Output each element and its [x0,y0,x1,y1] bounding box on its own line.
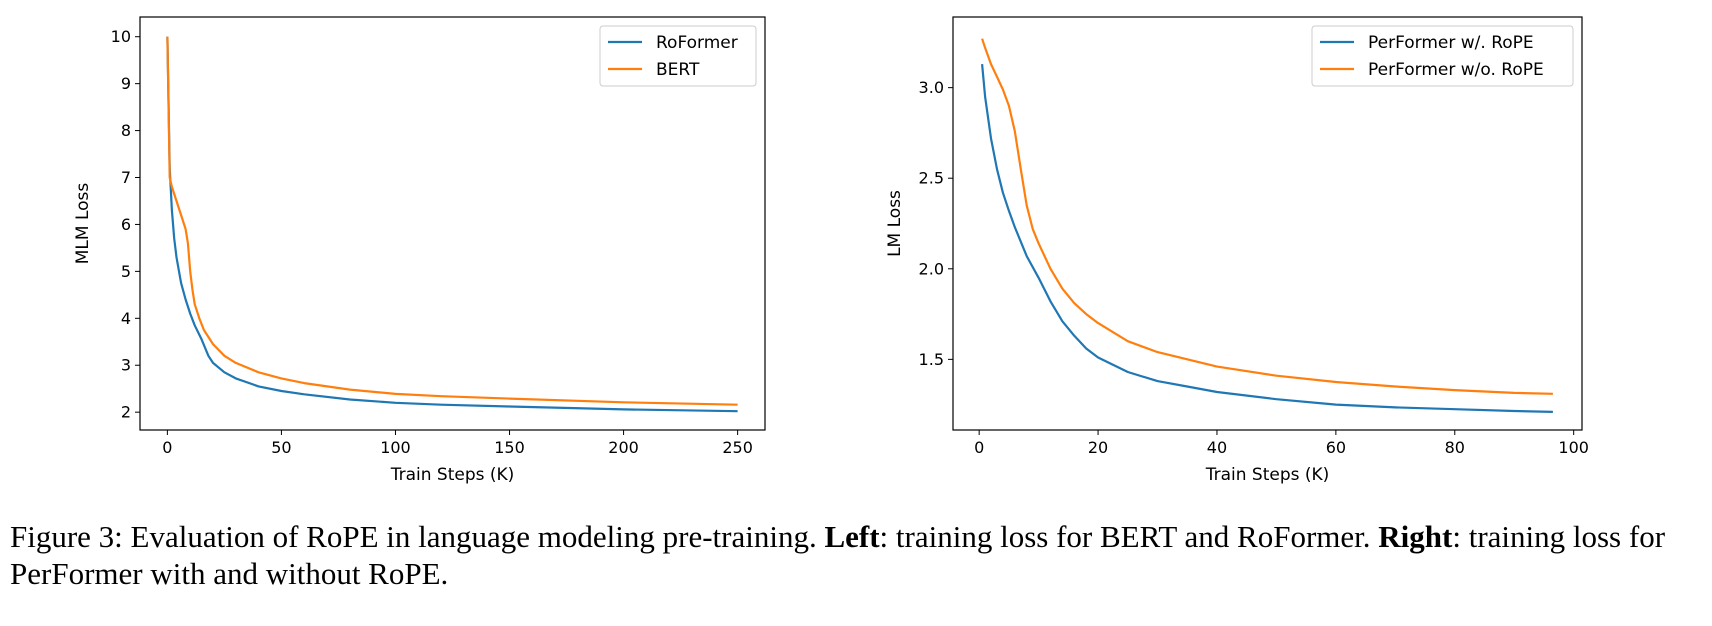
caption-right-label: Right [1378,519,1453,554]
x-axis-label: Train Steps (K) [1205,465,1330,485]
x-tick-label: 0 [162,438,172,457]
legend-box [1311,25,1574,87]
x-tick-label: 250 [722,438,753,457]
y-tick-label: 3.0 [919,78,944,97]
y-tick-label: 6 [121,215,131,234]
legend: PerFormer w/. RoPE PerFormer w/o. RoPE [1311,25,1574,87]
y-axis-label: LM Loss [885,190,905,257]
y-tick-label: 2.5 [919,169,944,188]
caption-left-label: Left [824,519,880,554]
y-axis-label: MLM Loss [73,183,93,265]
y-tick-label: 1.5 [919,350,944,369]
y-tick-label: 4 [121,309,131,328]
y-tick-label: 2.0 [919,259,944,278]
x-tick-label: 80 [1445,438,1465,457]
legend: RoFormer BERT [599,25,757,87]
legend-label-0: PerFormer w/. RoPE [1368,33,1534,53]
series-line-0 [981,63,1553,413]
legend-label-1: BERT [656,60,700,80]
series-line-0 [166,36,738,413]
y-tick-label: 10 [111,27,131,46]
figure-caption: Figure 3: Evaluation of RoPE in language… [10,518,1700,592]
x-tick-label: 200 [608,438,639,457]
y-tick-label: 5 [121,262,131,281]
plot-frame [139,16,766,431]
y-tick-label: 8 [121,121,131,140]
y-tick-label: 2 [121,403,131,422]
caption-left-text: : training loss for BERT and RoFormer. [879,519,1379,554]
x-tick-label: 100 [1558,438,1589,457]
caption-right-text: : training loss for PerFormer with and w… [10,519,1666,591]
series-line-1 [166,36,738,406]
legend-label-1: PerFormer w/o. RoPE [1368,60,1544,80]
x-tick-label: 60 [1326,438,1346,457]
y-tick-label: 7 [121,168,131,187]
right-chart: 0 20 40 60 80 100 1.5 2.0 2.5 3.0 Train Steps (K) L… [885,16,1589,485]
x-tick-label: 100 [380,438,411,457]
series-line-1 [981,38,1553,395]
x-tick-label: 40 [1207,438,1227,457]
caption-prefix: Figure 3: Evaluation of RoPE in language… [10,519,825,554]
x-tick-label: 150 [494,438,525,457]
plot-frame [952,16,1583,431]
x-tick-label: 50 [271,438,291,457]
left-chart: 0 50 100 150 200 250 2 3 4 5 6 7 8 9 10 Train Steps (K)… [73,16,766,485]
y-tick-label: 3 [121,356,131,375]
legend-label-0: RoFormer [656,33,738,53]
y-tick-label: 9 [121,74,131,93]
x-tick-label: 20 [1088,438,1108,457]
x-axis-label: Train Steps (K) [390,465,515,485]
x-tick-label: 0 [974,438,984,457]
